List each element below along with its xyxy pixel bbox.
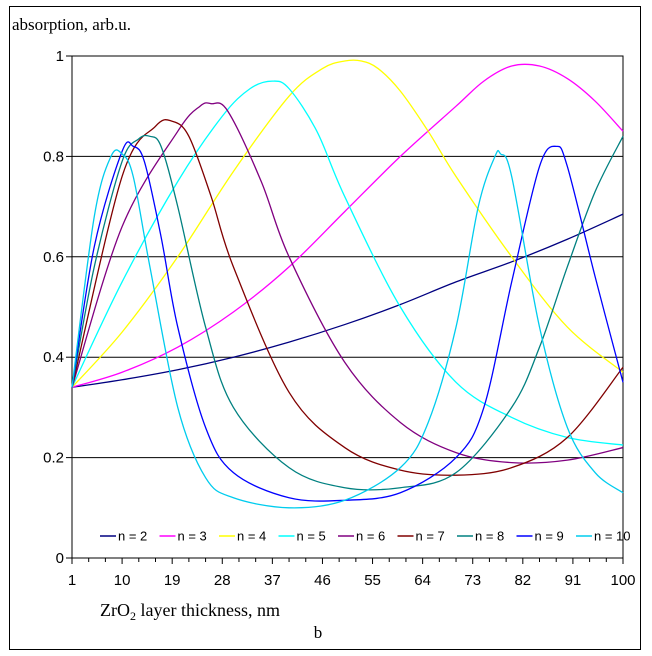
x-tick-label: 100 — [610, 572, 635, 589]
series-line-n-10 — [71, 149, 624, 509]
x-tick-label: 46 — [314, 572, 331, 589]
x-tick-label: 82 — [514, 572, 531, 589]
x-tick-label: 64 — [414, 572, 431, 589]
legend-label: n = 2 — [118, 529, 147, 544]
series-line-n-5 — [71, 80, 624, 446]
series-line-n-3 — [71, 63, 624, 388]
x-tick-label: 10 — [114, 572, 131, 589]
legend-label: n = 9 — [535, 529, 564, 544]
series-line-n-2 — [71, 213, 624, 388]
x-tick-label: 19 — [164, 572, 181, 589]
series-line-n-9 — [71, 141, 624, 502]
x-axis-ticks: 1 10 19 28 37 46 55 64 73 82 91 100 — [68, 558, 636, 589]
legend-label: n = 8 — [475, 529, 504, 544]
x-tick-label: 1 — [68, 572, 76, 589]
x-tick-label: 91 — [565, 572, 582, 589]
y-tick-label: 0.6 — [43, 249, 64, 266]
legend-label: n = 3 — [178, 529, 207, 544]
grid-lines — [72, 55, 623, 459]
y-tick-label: 0.8 — [43, 148, 64, 165]
series-line-n-4 — [71, 59, 624, 388]
y-tick-label: 0 — [56, 550, 64, 567]
legend: n = 2 n = 3 n = 4 n = 5 n = 6 n = 7 n = 8 n = 9… — [100, 529, 631, 544]
x-tick-label: 37 — [264, 572, 281, 589]
x-axis-label-prefix: ZrO — [100, 600, 130, 620]
legend-label: n = 7 — [416, 529, 445, 544]
x-axis-label-suffix: layer thickness, nm — [136, 600, 280, 620]
series-line-n-8 — [71, 134, 624, 491]
figure-frame — [9, 6, 641, 650]
plot-area-border — [71, 55, 624, 559]
x-tick-label: 55 — [364, 572, 381, 589]
legend-label: n = 6 — [356, 529, 385, 544]
data-series — [71, 59, 624, 509]
series-line-n-6 — [71, 102, 624, 464]
legend-label: n = 5 — [297, 529, 326, 544]
legend-label: n = 4 — [237, 529, 266, 544]
x-tick-label: 73 — [464, 572, 481, 589]
x-axis-label: ZrO2 layer thickness, nm — [100, 600, 280, 623]
y-tick-label: 1 — [56, 48, 64, 65]
figure-label: b — [314, 623, 323, 642]
y-tick-label: 0.4 — [43, 349, 64, 366]
series-line-n-7 — [71, 119, 624, 476]
y-axis-ticks: 0 0.2 0.4 0.6 0.8 1 — [43, 48, 72, 567]
y-axis-label: absorption, arb.u. — [12, 15, 131, 34]
legend-label: n = 10 — [594, 529, 631, 544]
x-tick-label: 28 — [214, 572, 231, 589]
y-tick-label: 0.2 — [43, 450, 64, 467]
x-axis-label-subscript: 2 — [130, 609, 136, 623]
